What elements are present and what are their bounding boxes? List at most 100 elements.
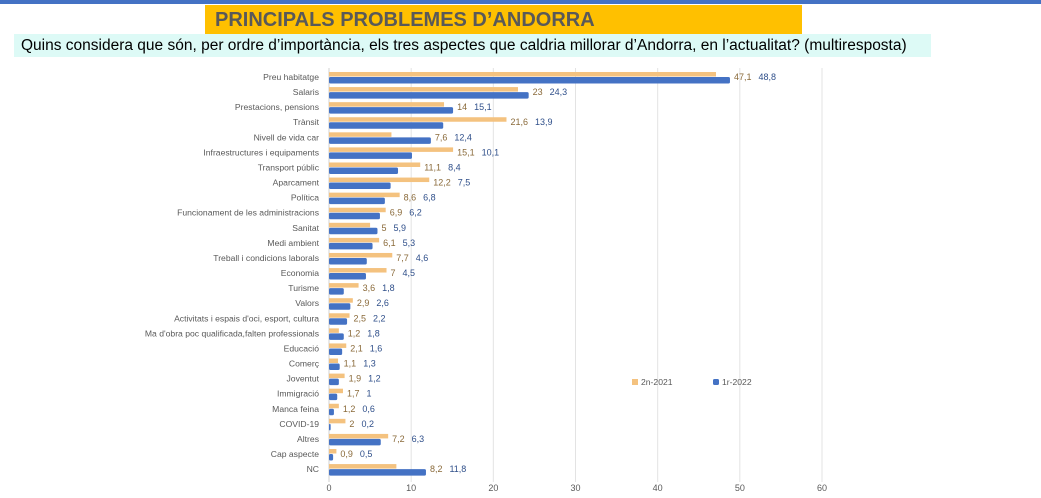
x-tick-label: 10 xyxy=(406,483,416,493)
bar-1r-2022 xyxy=(329,438,381,446)
category-label: Turisme xyxy=(288,283,319,293)
category-label: Treball i condicions laborals xyxy=(213,253,319,263)
category-label: Transport públic xyxy=(258,162,320,172)
data-label-2n-2021: 15,1 xyxy=(457,147,475,157)
data-label-1r-2022: 1,8 xyxy=(382,283,395,293)
category-label: Immigració xyxy=(277,389,319,399)
bar-1r-2022 xyxy=(329,227,378,235)
category-label: Aparcament xyxy=(273,178,320,188)
bar-1r-2022 xyxy=(329,408,334,416)
data-label-2n-2021: 2,5 xyxy=(354,313,367,323)
bar-1r-2022 xyxy=(329,167,399,174)
bar-1r-2022 xyxy=(329,318,348,325)
bar-2n-2021 xyxy=(329,313,350,318)
bar-1r-2022 xyxy=(329,77,730,84)
bar-1r-2022 xyxy=(329,393,338,401)
category-label: Sanitat xyxy=(292,223,319,233)
bar-2n-2021 xyxy=(329,162,421,167)
data-label-2n-2021: 3,6 xyxy=(363,283,376,293)
data-label-1r-2022: 10,1 xyxy=(482,147,500,157)
bar-2n-2021 xyxy=(329,418,346,424)
data-label-2n-2021: 12,2 xyxy=(433,178,451,188)
category-label: Trànsit xyxy=(293,117,320,127)
category-label: Política xyxy=(291,193,319,203)
category-label: Valors xyxy=(295,298,319,308)
data-label-2n-2021: 14 xyxy=(457,102,467,112)
bar-2n-2021 xyxy=(329,177,430,183)
data-label-1r-2022: 11,8 xyxy=(449,464,466,474)
data-label-2n-2021: 5 xyxy=(381,223,386,233)
bar-1r-2022 xyxy=(329,197,385,205)
data-label-1r-2022: 24,3 xyxy=(550,87,568,97)
data-label-1r-2022: 6,2 xyxy=(409,208,422,218)
category-label: COVID-19 xyxy=(279,419,319,429)
data-label-2n-2021: 8,6 xyxy=(404,193,417,203)
data-label-2n-2021: 2,1 xyxy=(350,343,363,353)
bar-1r-2022 xyxy=(329,152,412,159)
data-label-2n-2021: 11,1 xyxy=(424,162,441,172)
data-label-1r-2022: 1,2 xyxy=(368,374,381,384)
data-label-1r-2022: 6,3 xyxy=(412,434,425,444)
category-label: Salaris xyxy=(293,87,319,97)
bar-1r-2022 xyxy=(329,348,343,355)
bar-2n-2021 xyxy=(329,252,393,258)
category-label: Altres xyxy=(297,434,319,444)
data-label-2n-2021: 0,9 xyxy=(340,449,353,459)
data-label-2n-2021: 2,9 xyxy=(357,298,370,308)
data-label-1r-2022: 13,9 xyxy=(535,117,553,127)
bar-2n-2021 xyxy=(329,132,392,137)
data-label-1r-2022: 1,3 xyxy=(363,359,376,369)
category-label: Prestacions, pensions xyxy=(235,102,319,112)
data-label-2n-2021: 1,2 xyxy=(343,404,356,414)
x-tick-label: 40 xyxy=(653,483,663,493)
data-label-2n-2021: 7 xyxy=(391,268,396,278)
bar-1r-2022 xyxy=(329,454,334,461)
category-label: NC xyxy=(307,464,319,474)
bar-1r-2022 xyxy=(329,212,380,220)
bar-2n-2021 xyxy=(329,192,400,198)
bar-2n-2021 xyxy=(329,102,445,107)
data-label-1r-2022: 4,6 xyxy=(416,253,429,263)
page-title: PRINCIPALS PROBLEMES D’ANDORRA xyxy=(205,5,802,34)
data-label-2n-2021: 6,1 xyxy=(383,238,396,248)
bar-1r-2022 xyxy=(329,378,339,386)
category-label: Medi ambient xyxy=(267,238,319,248)
bar-2n-2021 xyxy=(329,72,717,77)
legend-label: 1r-2022 xyxy=(722,377,752,387)
bar-1r-2022 xyxy=(329,363,340,371)
bar-2n-2021 xyxy=(329,87,518,92)
category-label: Infraestructures i equipaments xyxy=(203,147,319,157)
bar-1r-2022 xyxy=(329,242,373,250)
bar-1r-2022 xyxy=(329,182,391,190)
x-tick-label: 60 xyxy=(817,483,827,493)
legend-label: 2n-2021 xyxy=(641,377,673,387)
bar-2n-2021 xyxy=(329,237,380,243)
bar-2n-2021 xyxy=(329,268,387,273)
bar-2n-2021 xyxy=(329,403,339,409)
data-label-1r-2022: 1 xyxy=(366,389,371,399)
data-label-2n-2021: 7,2 xyxy=(392,434,405,444)
category-label: Funcionament de les administracions xyxy=(177,208,319,218)
category-label: Educació xyxy=(284,343,320,353)
bar-1r-2022 xyxy=(329,303,351,310)
bar-1r-2022 xyxy=(329,423,331,431)
bar-2n-2021 xyxy=(329,464,397,469)
data-label-1r-2022: 15,1 xyxy=(474,102,492,112)
data-label-1r-2022: 0,6 xyxy=(362,404,375,414)
bar-1r-2022 xyxy=(329,107,454,114)
data-label-1r-2022: 8,4 xyxy=(448,162,461,172)
bar-2n-2021 xyxy=(329,358,339,364)
bar-1r-2022 xyxy=(329,288,344,295)
bar-2n-2021 xyxy=(329,117,507,122)
data-label-1r-2022: 48,8 xyxy=(759,72,777,82)
data-label-1r-2022: 12,4 xyxy=(454,132,472,142)
data-label-2n-2021: 21,6 xyxy=(510,117,528,127)
legend-swatch-1r-2022 xyxy=(713,379,719,385)
data-label-2n-2021: 8,2 xyxy=(430,464,443,474)
bar-2n-2021 xyxy=(329,388,343,394)
bar-1r-2022 xyxy=(329,137,431,144)
bar-2n-2021 xyxy=(329,343,347,348)
data-label-2n-2021: 7,7 xyxy=(396,253,409,263)
x-tick-label: 30 xyxy=(570,483,580,493)
